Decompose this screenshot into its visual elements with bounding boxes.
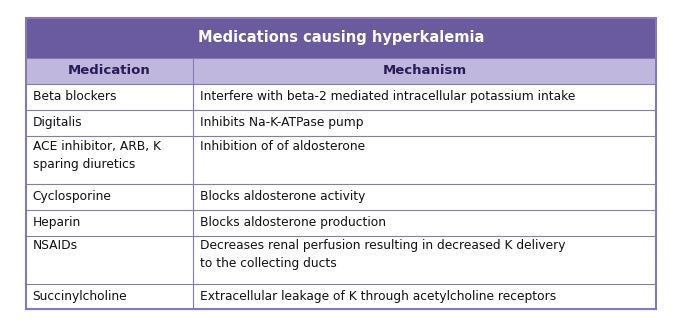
Text: Medications causing hyperkalemia: Medications causing hyperkalemia <box>198 30 484 45</box>
Text: Medication: Medication <box>68 64 151 77</box>
Text: ACE inhibitor, ARB, K
sparing diuretics: ACE inhibitor, ARB, K sparing diuretics <box>33 140 160 171</box>
FancyBboxPatch shape <box>26 58 193 84</box>
FancyBboxPatch shape <box>26 184 656 210</box>
Text: NSAIDs: NSAIDs <box>33 239 78 252</box>
Text: Decreases renal perfusion resulting in decreased K delivery
to the collecting du: Decreases renal perfusion resulting in d… <box>200 239 565 271</box>
FancyBboxPatch shape <box>26 84 656 110</box>
Text: Succinylcholine: Succinylcholine <box>33 290 127 303</box>
FancyBboxPatch shape <box>26 18 656 58</box>
Text: Blocks aldosterone activity: Blocks aldosterone activity <box>200 190 365 203</box>
FancyBboxPatch shape <box>26 210 656 236</box>
Text: Inhibits Na-K-ATPase pump: Inhibits Na-K-ATPase pump <box>200 116 363 129</box>
Text: Interfere with beta-2 mediated intracellular potassium intake: Interfere with beta-2 mediated intracell… <box>200 90 575 103</box>
FancyBboxPatch shape <box>26 110 656 136</box>
Text: Inhibition of of aldosterone: Inhibition of of aldosterone <box>200 140 364 153</box>
Text: Heparin: Heparin <box>33 216 81 229</box>
FancyBboxPatch shape <box>26 236 656 284</box>
Text: Mechanism: Mechanism <box>382 64 466 77</box>
Text: Cyclosporine: Cyclosporine <box>33 190 112 203</box>
FancyBboxPatch shape <box>26 136 656 184</box>
Text: Extracellular leakage of K through acetylcholine receptors: Extracellular leakage of K through acety… <box>200 290 556 303</box>
Text: Digitalis: Digitalis <box>33 116 82 129</box>
FancyBboxPatch shape <box>26 284 656 309</box>
Text: Beta blockers: Beta blockers <box>33 90 116 103</box>
FancyBboxPatch shape <box>193 58 656 84</box>
Text: Blocks aldosterone production: Blocks aldosterone production <box>200 216 386 229</box>
